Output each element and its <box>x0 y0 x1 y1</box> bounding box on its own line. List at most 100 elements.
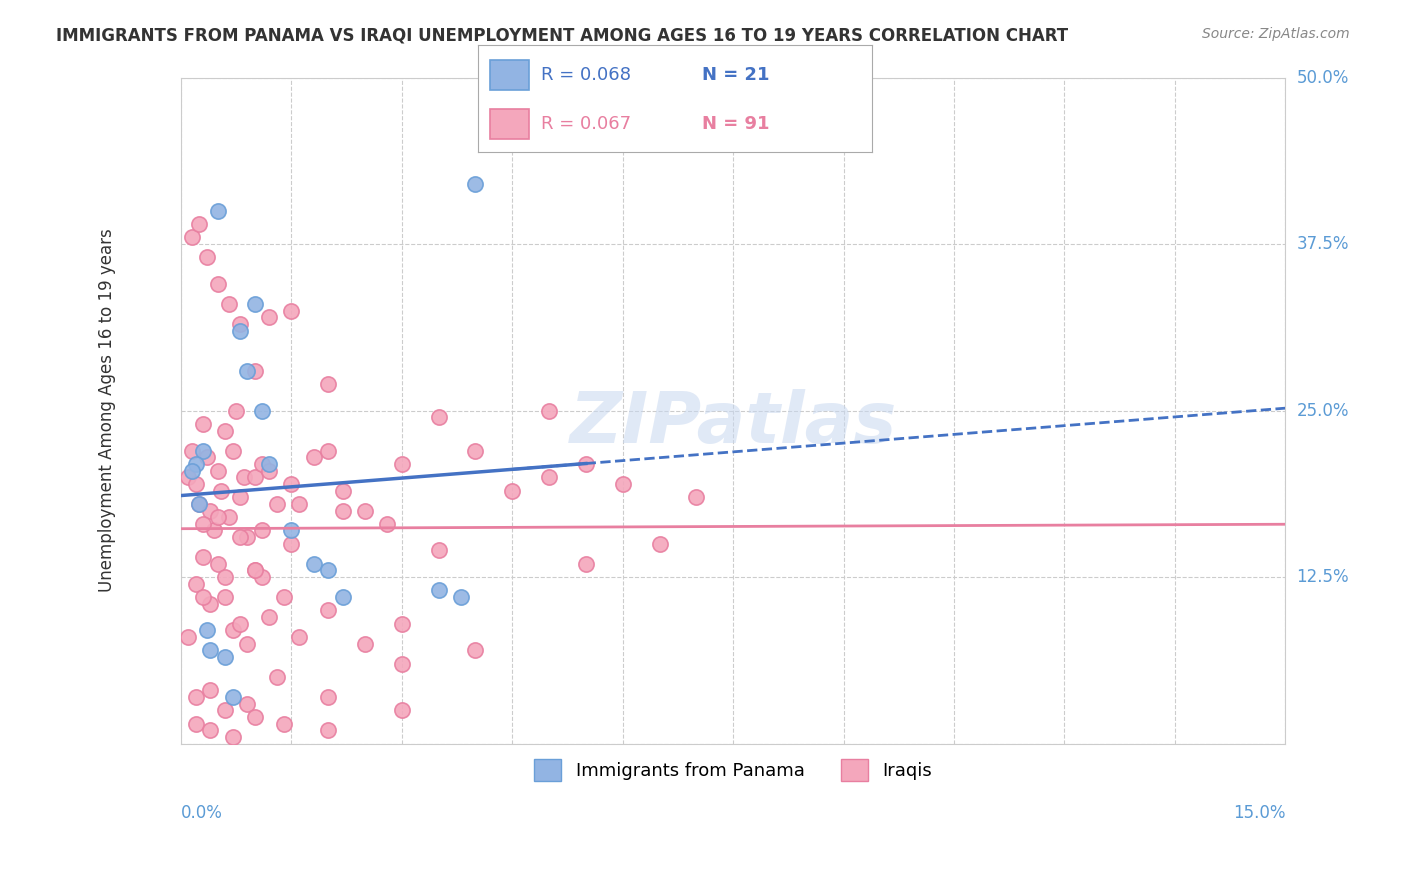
Point <box>332 483 354 498</box>
Point <box>391 657 413 671</box>
Point <box>236 530 259 544</box>
Point <box>648 537 671 551</box>
Point <box>538 470 561 484</box>
Point <box>259 457 281 471</box>
Point <box>207 277 229 291</box>
Point <box>184 716 207 731</box>
Point <box>427 543 450 558</box>
Point <box>236 637 259 651</box>
Point <box>280 524 302 538</box>
Point <box>184 690 207 704</box>
Point <box>225 403 247 417</box>
Point <box>243 564 266 578</box>
Point <box>464 643 486 657</box>
Point <box>243 564 266 578</box>
Text: 12.5%: 12.5% <box>1296 568 1348 586</box>
Point <box>288 497 311 511</box>
Point <box>221 624 243 638</box>
Point <box>243 710 266 724</box>
Point <box>259 310 281 325</box>
Point <box>280 303 302 318</box>
Point <box>195 450 218 465</box>
Text: Unemployment Among Ages 16 to 19 years: Unemployment Among Ages 16 to 19 years <box>98 228 117 592</box>
Point <box>221 690 243 704</box>
Bar <box>489 60 529 89</box>
Point <box>391 457 413 471</box>
Bar <box>489 109 529 139</box>
Point <box>273 590 295 604</box>
Text: N = 21: N = 21 <box>703 66 770 84</box>
Point <box>191 516 214 531</box>
Point <box>177 630 200 644</box>
Point <box>266 670 288 684</box>
Point <box>214 650 236 665</box>
Point <box>221 443 243 458</box>
Point <box>195 251 218 265</box>
Point <box>501 483 523 498</box>
Point <box>302 450 325 465</box>
Text: R = 0.067: R = 0.067 <box>541 115 631 133</box>
Point <box>316 376 339 391</box>
Point <box>243 297 266 311</box>
Point <box>273 716 295 731</box>
Legend: Immigrants from Panama, Iraqis: Immigrants from Panama, Iraqis <box>527 751 939 788</box>
Point <box>354 637 377 651</box>
Point <box>188 217 211 231</box>
Point <box>200 683 222 698</box>
Point <box>538 403 561 417</box>
Text: 25.0%: 25.0% <box>1296 401 1348 419</box>
Point <box>232 470 254 484</box>
Point <box>191 417 214 431</box>
Text: 37.5%: 37.5% <box>1296 235 1348 253</box>
Point <box>214 590 236 604</box>
Point <box>250 570 273 584</box>
Point <box>250 403 273 417</box>
Point <box>214 424 236 438</box>
Point <box>229 616 252 631</box>
Point <box>229 317 252 331</box>
Point <box>316 443 339 458</box>
Point <box>250 457 273 471</box>
Point <box>464 177 486 191</box>
Point <box>181 230 204 244</box>
Point <box>375 516 398 531</box>
Point <box>188 497 211 511</box>
Point <box>250 524 273 538</box>
Point <box>229 324 252 338</box>
Point <box>243 470 266 484</box>
Point <box>316 690 339 704</box>
Point <box>191 590 214 604</box>
Point <box>221 730 243 744</box>
Point <box>184 476 207 491</box>
Point <box>575 457 598 471</box>
Text: 50.0%: 50.0% <box>1296 69 1348 87</box>
Point <box>191 443 214 458</box>
Point <box>211 483 233 498</box>
Point <box>200 723 222 738</box>
Text: R = 0.068: R = 0.068 <box>541 66 631 84</box>
Point <box>316 723 339 738</box>
Point <box>214 703 236 717</box>
Point <box>184 576 207 591</box>
Point <box>259 610 281 624</box>
Text: 15.0%: 15.0% <box>1233 804 1285 822</box>
Point <box>332 590 354 604</box>
Point <box>259 464 281 478</box>
Point <box>200 643 222 657</box>
Point <box>184 457 207 471</box>
Text: ZIPatlas: ZIPatlas <box>569 390 897 458</box>
Point <box>200 597 222 611</box>
Point <box>191 550 214 565</box>
Point <box>218 510 240 524</box>
Point <box>243 363 266 377</box>
Point <box>202 524 225 538</box>
Point <box>391 703 413 717</box>
Point <box>612 476 634 491</box>
Point <box>302 557 325 571</box>
Point <box>207 510 229 524</box>
Point <box>427 583 450 598</box>
Point <box>181 464 204 478</box>
Point <box>450 590 472 604</box>
Point <box>229 490 252 504</box>
Point <box>236 697 259 711</box>
